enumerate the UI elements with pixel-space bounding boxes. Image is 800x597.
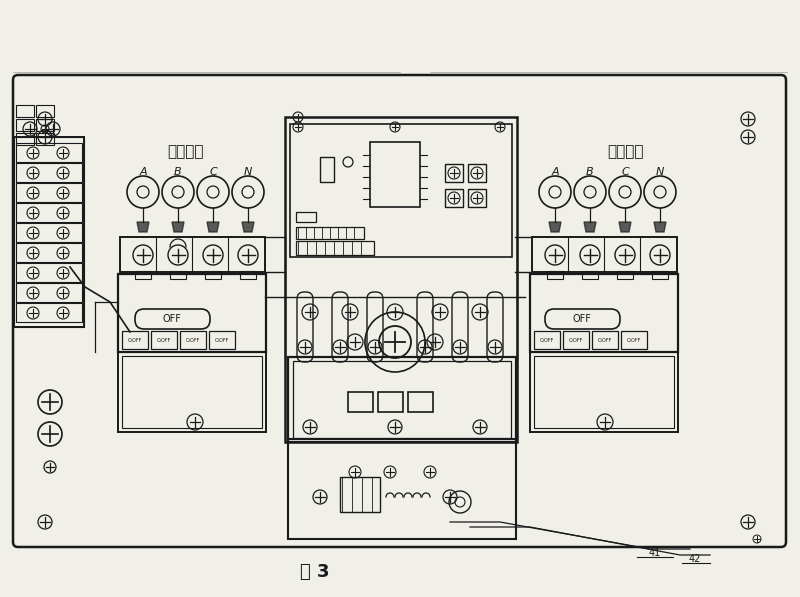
Bar [288,357,516,442]
Text: C: C [209,167,217,177]
Text: 常用电源: 常用电源 [166,144,203,159]
Bar [408,392,433,412]
Bar [468,164,486,182]
Text: O.OFF: O.OFF [128,337,142,343]
Bar [370,142,420,207]
Bar [530,274,678,352]
Bar [180,331,206,349]
Bar [16,105,34,117]
Bar [290,124,512,257]
Text: A: A [139,167,147,177]
Bar [16,223,82,242]
Bar [340,477,380,512]
Text: 41: 41 [649,548,661,558]
Text: O.OFF: O.OFF [569,337,583,343]
Bar [296,212,316,222]
Bar [120,237,265,272]
Text: 图 3: 图 3 [300,563,330,581]
Bar [617,271,633,279]
Bar [547,271,563,279]
Text: O.OFF: O.OFF [598,337,612,343]
Bar [151,331,177,349]
Bar [16,163,82,182]
Polygon shape [207,222,219,232]
Polygon shape [242,222,254,232]
Bar [445,189,463,207]
Polygon shape [654,222,666,232]
Polygon shape [619,222,631,232]
Bar [118,274,266,352]
Bar [16,303,82,322]
Bar [36,105,54,117]
Bar [296,241,374,255]
Bar [285,117,517,442]
Bar [582,271,598,279]
Bar [621,331,647,349]
Text: B: B [174,167,182,177]
Bar [36,133,54,145]
Text: N: N [244,167,252,177]
Bar [209,331,235,349]
Text: N: N [656,167,664,177]
Bar [532,237,677,272]
Bar [445,164,463,182]
Text: O.OFF: O.OFF [215,337,229,343]
Bar [378,392,403,412]
Bar [16,143,82,162]
Text: OFF: OFF [573,314,591,324]
Bar [16,133,34,145]
Bar [36,119,54,131]
Bar [14,137,84,327]
Text: O.OFF: O.OFF [540,337,554,343]
Bar [652,271,668,279]
Bar [135,271,151,279]
Bar [16,263,82,282]
Text: O.OFF: O.OFF [186,337,200,343]
Bar [16,283,82,302]
Bar [16,203,82,222]
Bar [530,352,678,432]
Bar [293,361,511,438]
Bar [122,331,148,349]
Bar [240,271,256,279]
Bar [170,271,186,279]
Bar [288,439,516,539]
Bar [16,243,82,262]
Bar [563,331,589,349]
Polygon shape [137,222,149,232]
Bar [118,352,266,432]
Text: OFF: OFF [162,314,182,324]
Polygon shape [584,222,596,232]
Bar [205,271,221,279]
Text: 42: 42 [689,554,701,564]
Bar [592,331,618,349]
Bar [14,137,84,327]
Bar [122,356,262,428]
Text: A: A [551,167,559,177]
Bar [348,392,373,412]
Bar [468,189,486,207]
Bar [16,183,82,202]
Polygon shape [549,222,561,232]
Bar [534,331,560,349]
Bar [320,157,334,182]
Text: O.OFF: O.OFF [157,337,171,343]
Bar [534,356,674,428]
Text: B: B [586,167,594,177]
Text: 备用电源: 备用电源 [606,144,643,159]
Bar [296,227,364,239]
Bar [16,119,34,131]
Text: O.OFF: O.OFF [627,337,641,343]
Polygon shape [172,222,184,232]
Text: C: C [621,167,629,177]
